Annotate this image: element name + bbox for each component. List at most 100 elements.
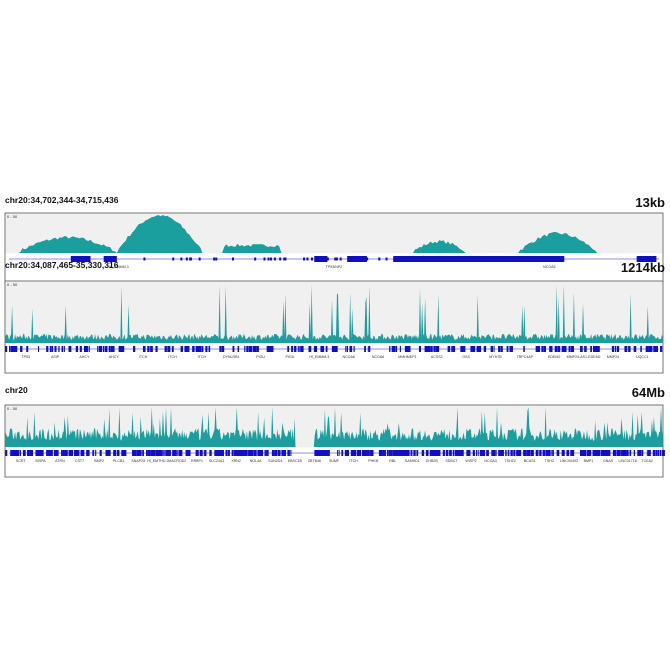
exon: [452, 450, 454, 456]
exon: [76, 346, 79, 352]
scale: 1214kb: [621, 260, 665, 275]
exon: [189, 257, 192, 261]
exon: [73, 450, 76, 456]
exon: [392, 450, 395, 456]
gene-label: SUMF: [329, 459, 340, 463]
exon: [543, 450, 545, 456]
exon: [453, 450, 455, 456]
exon: [164, 346, 167, 352]
exon: [483, 450, 486, 456]
exon: [638, 450, 641, 456]
exon: [231, 257, 234, 261]
exon: [653, 450, 656, 456]
exon: [281, 450, 283, 456]
exon: [171, 346, 174, 352]
exon: [447, 450, 449, 456]
exon: [530, 450, 533, 456]
exon: [70, 450, 73, 456]
exon: [168, 346, 171, 352]
exon: [279, 257, 282, 261]
exon: [399, 450, 402, 456]
exon: [407, 450, 410, 456]
exon: [154, 450, 156, 456]
exon: [624, 346, 628, 352]
gene-label: TSHZ2: [504, 459, 515, 463]
exon: [147, 450, 151, 456]
exon: [366, 257, 369, 261]
exon: [36, 450, 40, 456]
exon: [389, 346, 391, 352]
exon: [185, 257, 188, 261]
gene-label: ITCH: [168, 355, 177, 359]
exon: [30, 450, 32, 456]
exon: [39, 450, 43, 456]
gene-label: TP53INP2: [326, 265, 343, 269]
exon: [314, 450, 316, 456]
exon: [213, 257, 216, 261]
exon: [244, 450, 247, 456]
exon: [319, 450, 323, 456]
exon: [611, 346, 615, 352]
exon: [527, 450, 529, 456]
exon: [196, 346, 197, 352]
exon: [325, 346, 328, 352]
exon: [363, 450, 366, 456]
exon: [588, 450, 592, 456]
exon: [398, 257, 401, 261]
exon: [614, 346, 617, 352]
exon: [597, 450, 601, 456]
signal-bg: [5, 281, 663, 344]
exon: [476, 346, 480, 352]
exon: [237, 346, 240, 352]
gene-label: ASIP: [51, 355, 60, 359]
exon: [301, 346, 304, 352]
signal: [5, 407, 663, 447]
exon: [337, 450, 339, 456]
exon: [287, 346, 290, 352]
exon: [490, 346, 494, 352]
exon: [299, 346, 301, 352]
exon: [480, 346, 482, 352]
exon: [151, 450, 154, 456]
exon: [306, 257, 309, 261]
exon: [160, 450, 163, 456]
gene-label: ATRN: [55, 459, 65, 463]
gene-label: GNAS: [603, 459, 614, 463]
exon: [278, 450, 281, 456]
exon: [460, 346, 463, 352]
exon: [51, 346, 54, 352]
exon: [428, 346, 431, 352]
exon: [61, 450, 63, 456]
exon: [346, 450, 349, 456]
gene-label: SCRT: [16, 459, 27, 463]
scale: 64Mb: [632, 385, 665, 400]
gene-label: PLCB1: [113, 459, 124, 463]
exon: [133, 450, 137, 456]
exon: [92, 450, 95, 456]
exon: [476, 450, 478, 456]
exon: [180, 450, 183, 456]
exon: [172, 257, 175, 261]
exon: [244, 346, 246, 352]
exon: [317, 450, 319, 456]
range: 0 - 50: [7, 406, 18, 411]
exon: [105, 450, 108, 456]
exon: [65, 450, 68, 456]
exon: [561, 346, 565, 352]
exon: [435, 346, 438, 352]
exon: [256, 346, 258, 352]
gene-label: EHB2B: [426, 459, 438, 463]
exon: [552, 450, 554, 456]
exon: [215, 257, 218, 261]
exon: [268, 346, 270, 352]
gene-label: EDEM2: [548, 355, 560, 359]
gene-label: RRBP1: [191, 459, 203, 463]
exon: [328, 450, 330, 456]
exon: [451, 346, 453, 352]
exon: [366, 450, 367, 456]
exon: [382, 450, 384, 456]
exon: [316, 450, 318, 456]
exon: [513, 450, 516, 456]
exon: [185, 450, 189, 456]
exon: [492, 450, 494, 456]
